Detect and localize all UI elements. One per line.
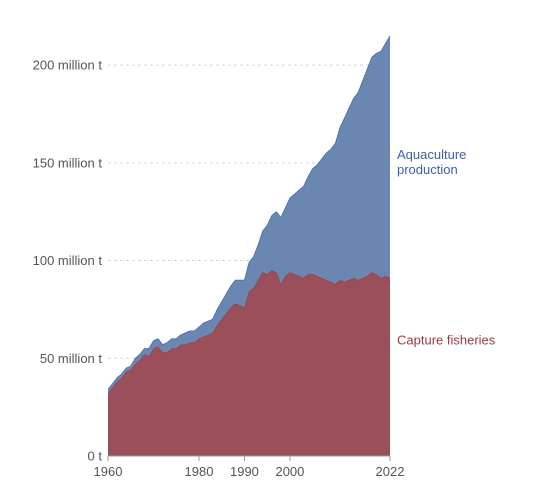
series-label-line: Aquaculture xyxy=(397,147,466,162)
y-tick-label: 0 t xyxy=(88,449,103,464)
series-label-line: production xyxy=(397,162,458,177)
y-tick-label: 50 million t xyxy=(40,351,103,366)
y-tick-label: 150 million t xyxy=(33,155,103,170)
series-label-capture-fisheries: Capture fisheries xyxy=(397,333,496,348)
x-tick-label: 1960 xyxy=(94,464,123,479)
area-capture-fisheries xyxy=(108,270,390,456)
x-tick-labels: 1960 1980 1990 2000 2022 xyxy=(94,464,405,479)
series-labels: Capture fisheries Aquaculture production xyxy=(397,147,496,348)
y-tick-labels: 0 t 50 million t 100 million t 150 million … xyxy=(33,58,103,464)
line-aquaculture-production xyxy=(107,35,391,390)
y-tick-label: 200 million t xyxy=(33,58,103,73)
x-tick-label: 2000 xyxy=(275,464,304,479)
x-tick-label: 1980 xyxy=(185,464,214,479)
axes xyxy=(107,455,391,461)
area-series xyxy=(107,35,391,456)
series-label-aquaculture-production: Aquaculture production xyxy=(397,147,466,177)
x-tick-label: 2022 xyxy=(376,464,405,479)
y-tick-label: 100 million t xyxy=(33,253,103,268)
x-tick-label: 1990 xyxy=(230,464,259,479)
